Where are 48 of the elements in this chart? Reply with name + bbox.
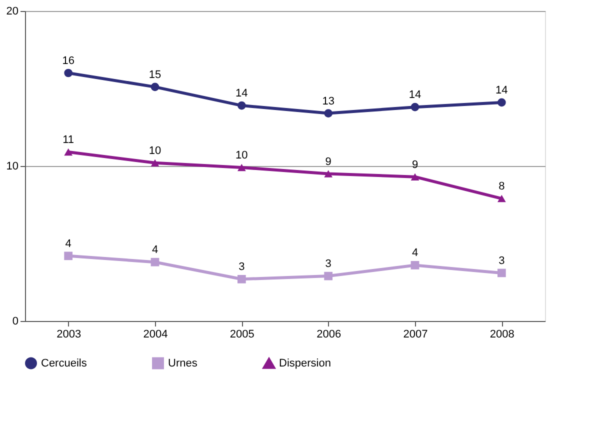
- x-tick-label: 2005: [230, 328, 254, 340]
- point: [324, 170, 333, 178]
- legend-label: Cercueils: [41, 357, 88, 370]
- legend-label: Dispersion: [279, 358, 331, 370]
- data-label: 8: [498, 180, 505, 193]
- point: [324, 272, 333, 280]
- data-label: 4: [412, 247, 418, 260]
- data-label: 15: [148, 68, 162, 81]
- point: [324, 109, 333, 118]
- point: [497, 268, 506, 278]
- point: [237, 164, 246, 172]
- data-label: 9: [412, 158, 418, 171]
- x-tick-label: 2004: [143, 328, 168, 340]
- point: [237, 101, 246, 110]
- point: [64, 252, 73, 260]
- point: [150, 159, 160, 167]
- data-label: 10: [236, 150, 248, 162]
- point: [150, 258, 160, 266]
- point: [410, 173, 420, 180]
- point: [150, 82, 160, 92]
- data-label: 3: [325, 258, 332, 270]
- data-label: 9: [325, 156, 332, 168]
- data-label: 14: [408, 89, 422, 102]
- legend-label: Urnes: [168, 357, 198, 370]
- data-label: 16: [62, 55, 74, 67]
- x-tick-label: 2007: [403, 328, 428, 340]
- data-label: 3: [498, 254, 505, 267]
- y-tick-label: 10: [6, 160, 18, 172]
- point: [497, 98, 506, 107]
- data-label: 4: [65, 238, 72, 250]
- data-label: 14: [236, 88, 248, 100]
- x-tick-label: 2006: [316, 328, 342, 340]
- x-tick-label: 2008: [490, 328, 514, 340]
- point: [497, 194, 506, 202]
- point: [237, 274, 246, 284]
- y-tick-label: 0: [12, 316, 18, 328]
- point: [410, 261, 420, 270]
- x-tick-label: 2003: [56, 328, 82, 340]
- point: [410, 102, 420, 112]
- data-label: 11: [62, 134, 74, 146]
- point: [64, 68, 73, 78]
- data-label: 14: [496, 84, 508, 96]
- point: [64, 148, 73, 156]
- y-tick-label: 20: [6, 6, 18, 18]
- data-label: 10: [148, 144, 162, 157]
- data-label: 13: [322, 95, 334, 108]
- data-label: 3: [238, 261, 245, 274]
- data-label: 4: [152, 244, 158, 256]
